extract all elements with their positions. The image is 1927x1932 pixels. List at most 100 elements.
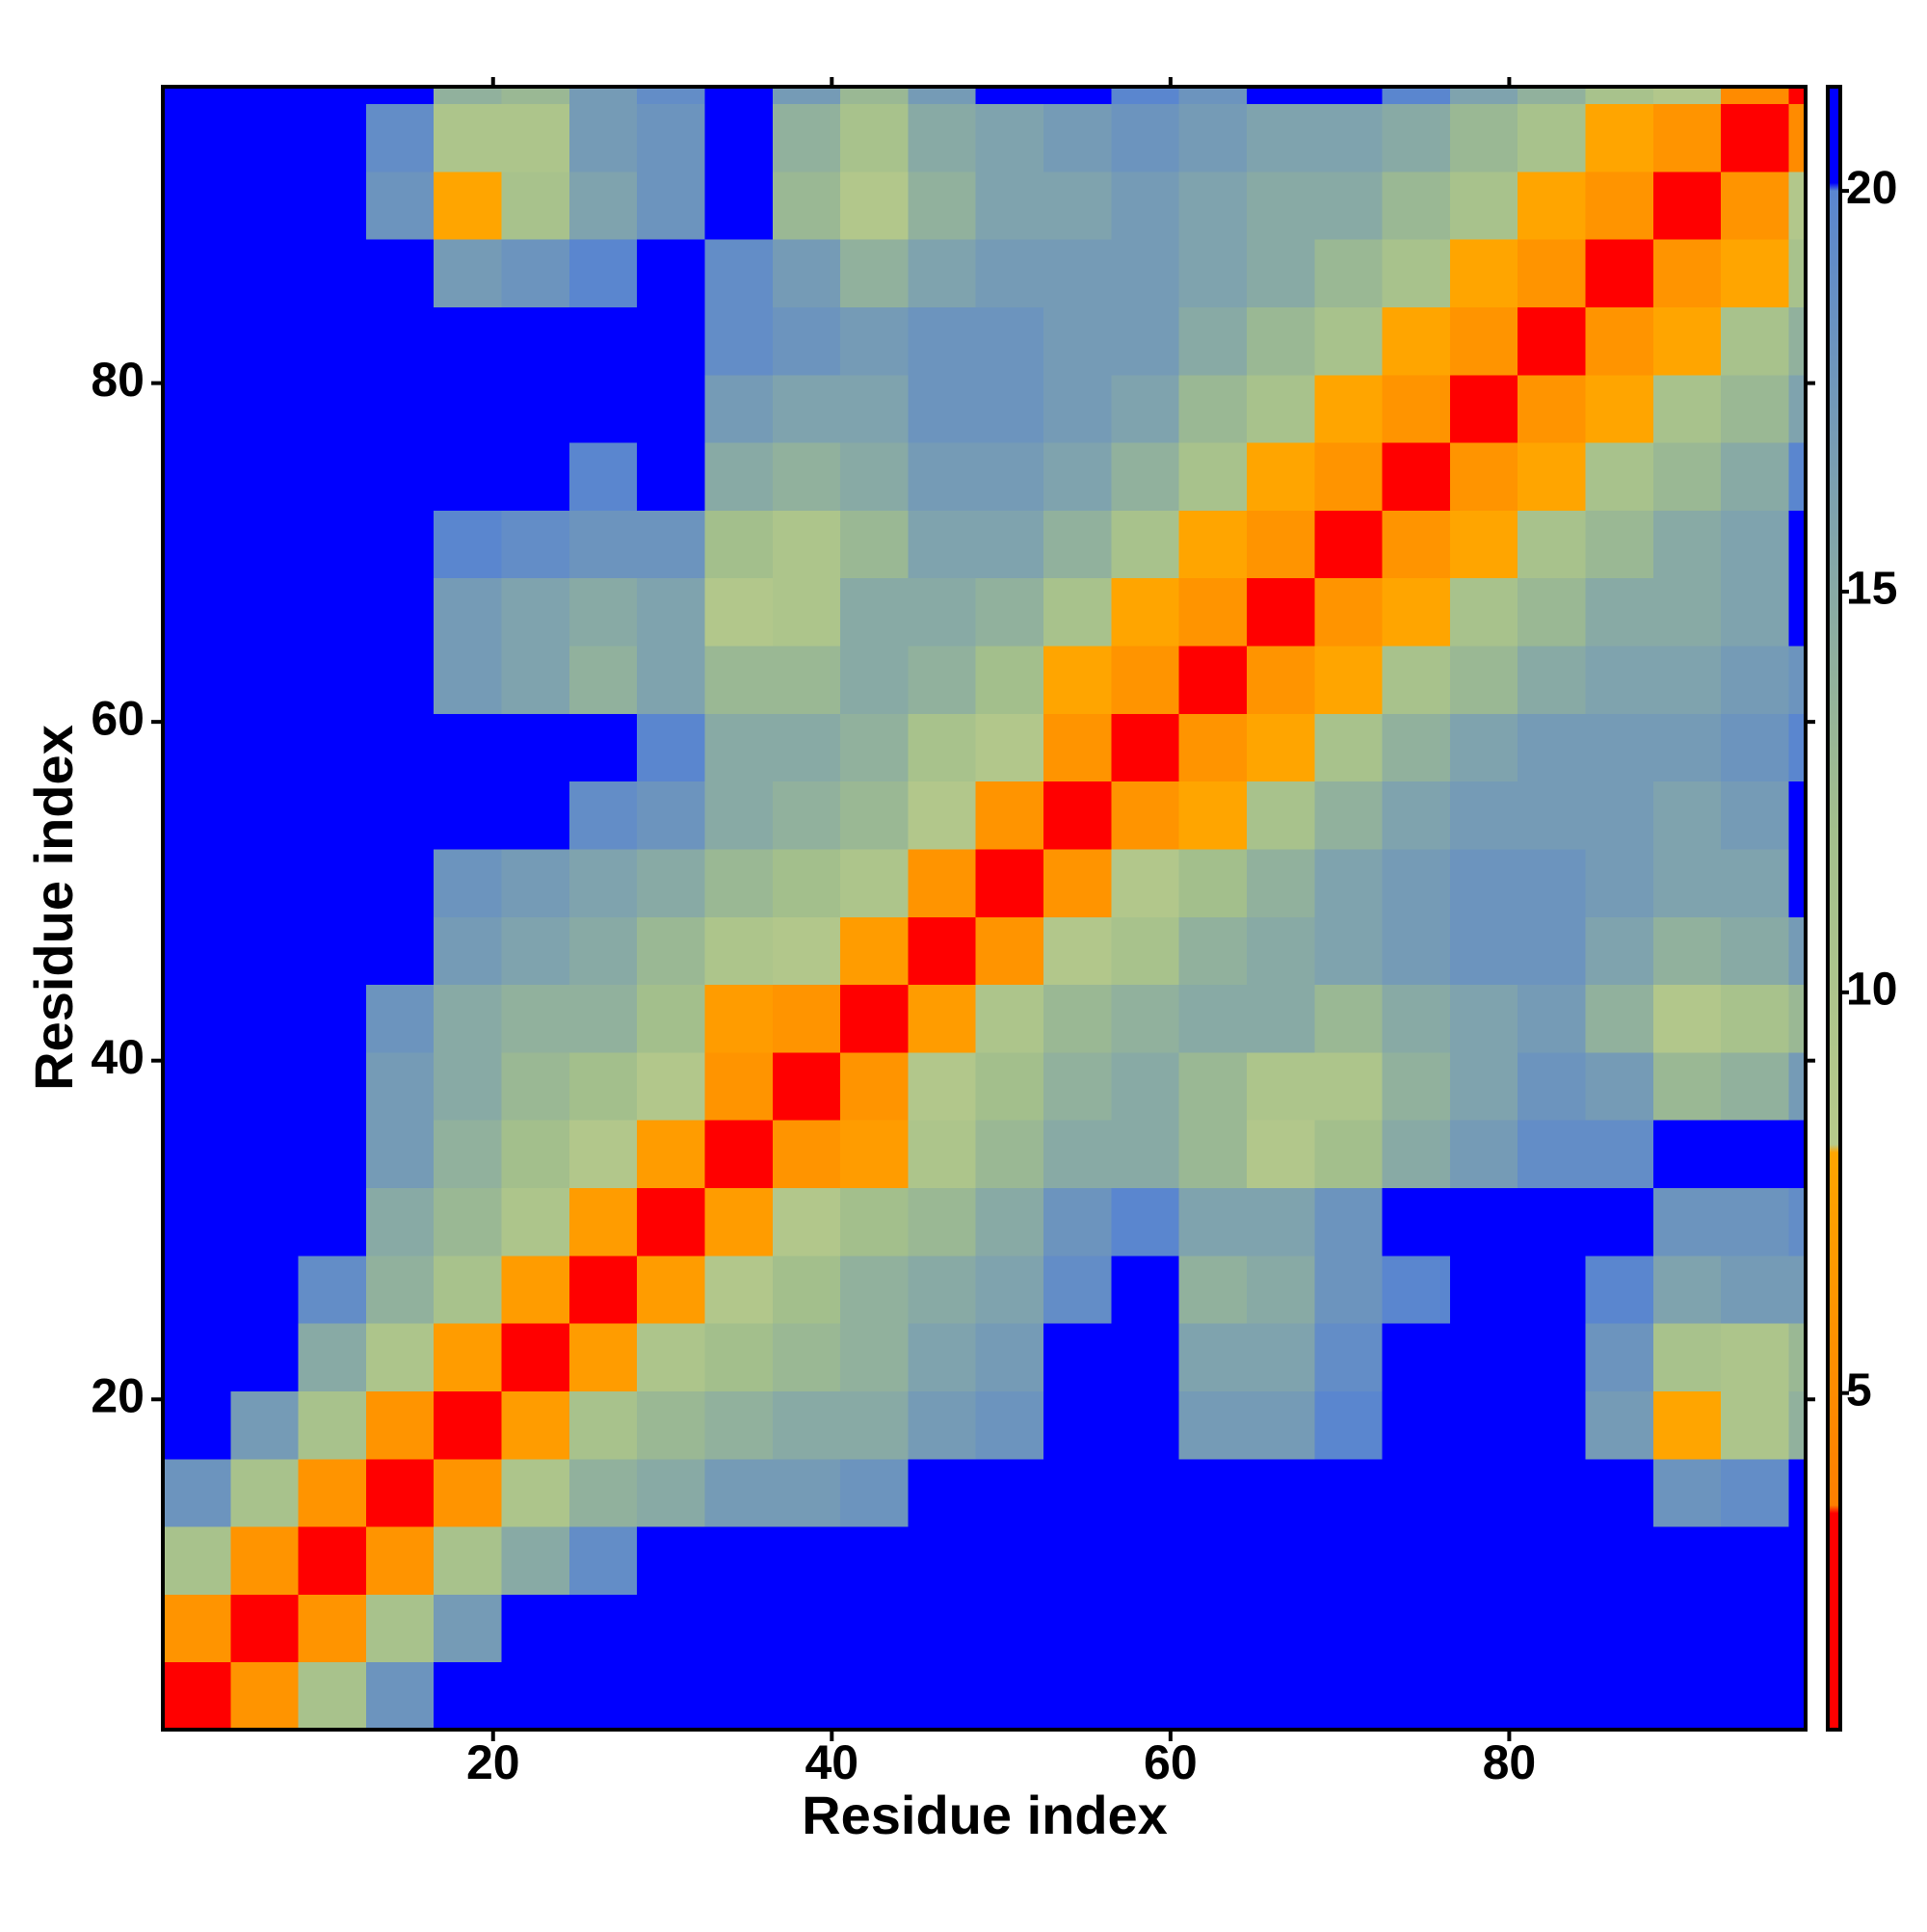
cell [908, 577, 977, 647]
cell [163, 510, 231, 579]
cell [1314, 1120, 1384, 1189]
cell [1518, 171, 1586, 240]
cell [840, 510, 909, 579]
cell [1314, 239, 1384, 308]
cell [772, 1594, 841, 1663]
cell [637, 1323, 705, 1391]
cell [568, 442, 638, 511]
cell [434, 374, 503, 443]
cell [704, 1661, 774, 1731]
cell [840, 239, 909, 308]
cell [1382, 848, 1451, 917]
cell [501, 171, 570, 240]
cell [1111, 1594, 1180, 1663]
cell [772, 646, 841, 714]
cell [230, 1051, 300, 1121]
cell [1382, 916, 1451, 986]
cell [637, 171, 705, 240]
cell [1314, 1390, 1384, 1460]
cell [434, 781, 503, 850]
cell [704, 848, 774, 917]
cell [1382, 1323, 1451, 1391]
cell [840, 306, 909, 376]
cell [365, 374, 435, 443]
cell [365, 1661, 435, 1731]
cell [1178, 103, 1248, 172]
cell [1585, 848, 1654, 917]
cell [840, 713, 909, 782]
cell [1449, 1661, 1518, 1731]
cell [1178, 87, 1248, 105]
cell [1518, 713, 1586, 782]
cell [163, 306, 231, 376]
cell [163, 103, 231, 172]
cell [1449, 103, 1518, 172]
cell [1043, 781, 1112, 850]
cell [230, 577, 300, 647]
cell [1246, 646, 1315, 714]
cell [772, 1390, 841, 1460]
cell [1382, 87, 1451, 105]
cell [1721, 87, 1789, 105]
cell [1314, 1051, 1384, 1121]
cell [840, 1187, 909, 1257]
cell [975, 87, 1044, 105]
cell [637, 442, 705, 511]
cell [840, 1323, 909, 1391]
cell [1721, 1390, 1789, 1460]
cell [501, 442, 570, 511]
cell [1382, 374, 1451, 443]
cell [1788, 171, 1807, 240]
cell [1788, 510, 1807, 579]
cell [704, 1323, 774, 1391]
plot-frame [161, 85, 1808, 1732]
y-tick-label: 80 [91, 353, 145, 407]
cell [1652, 646, 1722, 714]
cell [840, 1526, 909, 1595]
cell [1043, 646, 1112, 714]
cell [1043, 87, 1112, 105]
cell [772, 713, 841, 782]
cell [704, 916, 774, 986]
cell [1111, 374, 1180, 443]
cell [908, 848, 977, 917]
cell [1314, 1323, 1384, 1391]
cell [1178, 1051, 1248, 1121]
cell [1382, 577, 1451, 647]
cell [230, 1255, 300, 1324]
cell [568, 103, 638, 172]
cell [1178, 984, 1248, 1053]
cell [1111, 781, 1180, 850]
cell [840, 1255, 909, 1324]
cell [568, 713, 638, 782]
cell [840, 171, 909, 240]
cell [1518, 1458, 1586, 1527]
cell [1788, 646, 1807, 714]
cell [1449, 713, 1518, 782]
cell [1043, 1051, 1112, 1121]
cell [1518, 984, 1586, 1053]
cell [1449, 1526, 1518, 1595]
cell [840, 1051, 909, 1121]
cell [1449, 577, 1518, 647]
cell [1314, 1526, 1384, 1595]
cell [1178, 646, 1248, 714]
cell [840, 103, 909, 172]
cell [1043, 916, 1112, 986]
cell [1382, 1526, 1451, 1595]
cell [1449, 1458, 1518, 1527]
cell [704, 1526, 774, 1595]
cell [1178, 1390, 1248, 1460]
cell [568, 374, 638, 443]
cell [298, 1120, 367, 1189]
cell [1314, 984, 1384, 1053]
cell [1246, 1390, 1315, 1460]
cell [230, 984, 300, 1053]
cell [1518, 87, 1586, 105]
cell [501, 1051, 570, 1121]
cell [1652, 848, 1722, 917]
cell [1043, 984, 1112, 1053]
cell [1314, 916, 1384, 986]
cell [163, 1661, 231, 1731]
